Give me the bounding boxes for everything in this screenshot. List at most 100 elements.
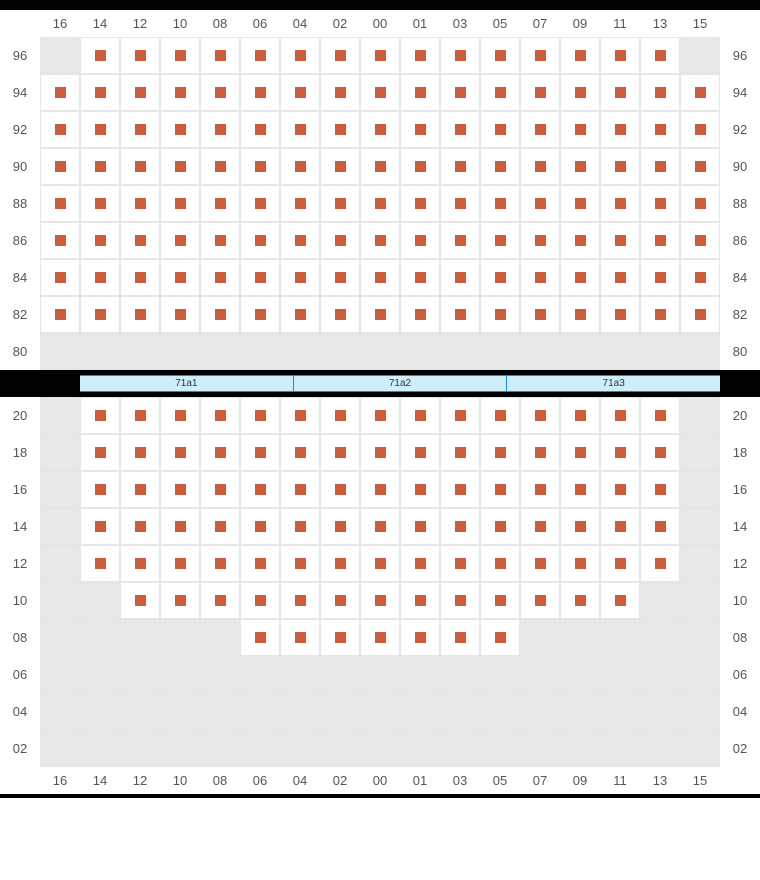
seat-cell[interactable] [560,259,600,296]
seat-cell[interactable] [560,74,600,111]
seat-cell[interactable] [160,111,200,148]
seat-cell[interactable] [360,545,400,582]
seat-cell[interactable] [280,111,320,148]
seat-cell[interactable] [400,222,440,259]
seat-cell[interactable] [80,471,120,508]
seat-cell[interactable] [440,397,480,434]
seat-cell[interactable] [80,397,120,434]
seat-cell[interactable] [240,37,280,74]
section-label[interactable]: 71a1 [80,376,294,391]
seat-cell[interactable] [440,545,480,582]
seat-cell[interactable] [280,74,320,111]
seat-cell[interactable] [240,397,280,434]
seat-cell[interactable] [80,111,120,148]
seat-cell[interactable] [360,37,400,74]
seat-cell[interactable] [200,434,240,471]
seat-cell[interactable] [280,397,320,434]
seat-cell[interactable] [400,508,440,545]
seat-cell[interactable] [320,619,360,656]
seat-cell[interactable] [520,222,560,259]
seat-cell[interactable] [680,296,720,333]
seat-cell[interactable] [560,37,600,74]
seat-cell[interactable] [240,296,280,333]
seat-cell[interactable] [560,471,600,508]
seat-cell[interactable] [640,545,680,582]
seat-cell[interactable] [240,259,280,296]
seat-cell[interactable] [640,471,680,508]
seat-cell[interactable] [640,434,680,471]
seat-cell[interactable] [480,74,520,111]
seat-cell[interactable] [360,111,400,148]
seat-cell[interactable] [80,74,120,111]
seat-cell[interactable] [360,148,400,185]
seat-cell[interactable] [160,74,200,111]
seat-cell[interactable] [120,582,160,619]
seat-cell[interactable] [80,296,120,333]
seat-cell[interactable] [520,74,560,111]
seat-cell[interactable] [160,434,200,471]
seat-cell[interactable] [280,185,320,222]
seat-cell[interactable] [400,397,440,434]
seat-cell[interactable] [520,148,560,185]
seat-cell[interactable] [80,259,120,296]
seat-cell[interactable] [680,148,720,185]
seat-cell[interactable] [160,508,200,545]
seat-cell[interactable] [40,74,80,111]
seat-cell[interactable] [480,222,520,259]
seat-cell[interactable] [240,582,280,619]
seat-cell[interactable] [320,37,360,74]
seat-cell[interactable] [80,185,120,222]
seat-cell[interactable] [640,296,680,333]
seat-cell[interactable] [480,508,520,545]
seat-cell[interactable] [120,434,160,471]
seat-cell[interactable] [160,185,200,222]
seat-cell[interactable] [400,185,440,222]
seat-cell[interactable] [480,471,520,508]
seat-cell[interactable] [400,471,440,508]
seat-cell[interactable] [600,74,640,111]
seat-cell[interactable] [440,296,480,333]
seat-cell[interactable] [240,508,280,545]
seat-cell[interactable] [360,508,400,545]
seat-cell[interactable] [440,619,480,656]
seat-cell[interactable] [400,259,440,296]
seat-cell[interactable] [640,37,680,74]
section-label[interactable]: 71a3 [507,376,720,391]
seat-cell[interactable] [200,397,240,434]
seat-cell[interactable] [320,185,360,222]
seat-cell[interactable] [280,296,320,333]
seat-cell[interactable] [360,74,400,111]
seat-cell[interactable] [520,434,560,471]
seat-cell[interactable] [280,222,320,259]
seat-cell[interactable] [40,148,80,185]
seat-cell[interactable] [680,185,720,222]
section-label[interactable]: 71a2 [294,376,508,391]
seat-cell[interactable] [640,185,680,222]
seat-cell[interactable] [520,582,560,619]
seat-cell[interactable] [560,111,600,148]
seat-cell[interactable] [640,222,680,259]
seat-cell[interactable] [400,619,440,656]
seat-cell[interactable] [560,222,600,259]
seat-cell[interactable] [160,222,200,259]
seat-cell[interactable] [680,259,720,296]
seat-cell[interactable] [320,397,360,434]
seat-cell[interactable] [240,111,280,148]
seat-cell[interactable] [440,259,480,296]
seat-cell[interactable] [440,471,480,508]
seat-cell[interactable] [320,148,360,185]
seat-cell[interactable] [160,37,200,74]
seat-cell[interactable] [440,148,480,185]
seat-cell[interactable] [280,545,320,582]
seat-cell[interactable] [480,148,520,185]
seat-cell[interactable] [400,582,440,619]
seat-cell[interactable] [320,111,360,148]
seat-cell[interactable] [360,397,400,434]
seat-cell[interactable] [400,111,440,148]
seat-cell[interactable] [320,222,360,259]
seat-cell[interactable] [600,471,640,508]
seat-cell[interactable] [600,222,640,259]
seat-cell[interactable] [200,148,240,185]
seat-cell[interactable] [120,222,160,259]
seat-cell[interactable] [400,545,440,582]
